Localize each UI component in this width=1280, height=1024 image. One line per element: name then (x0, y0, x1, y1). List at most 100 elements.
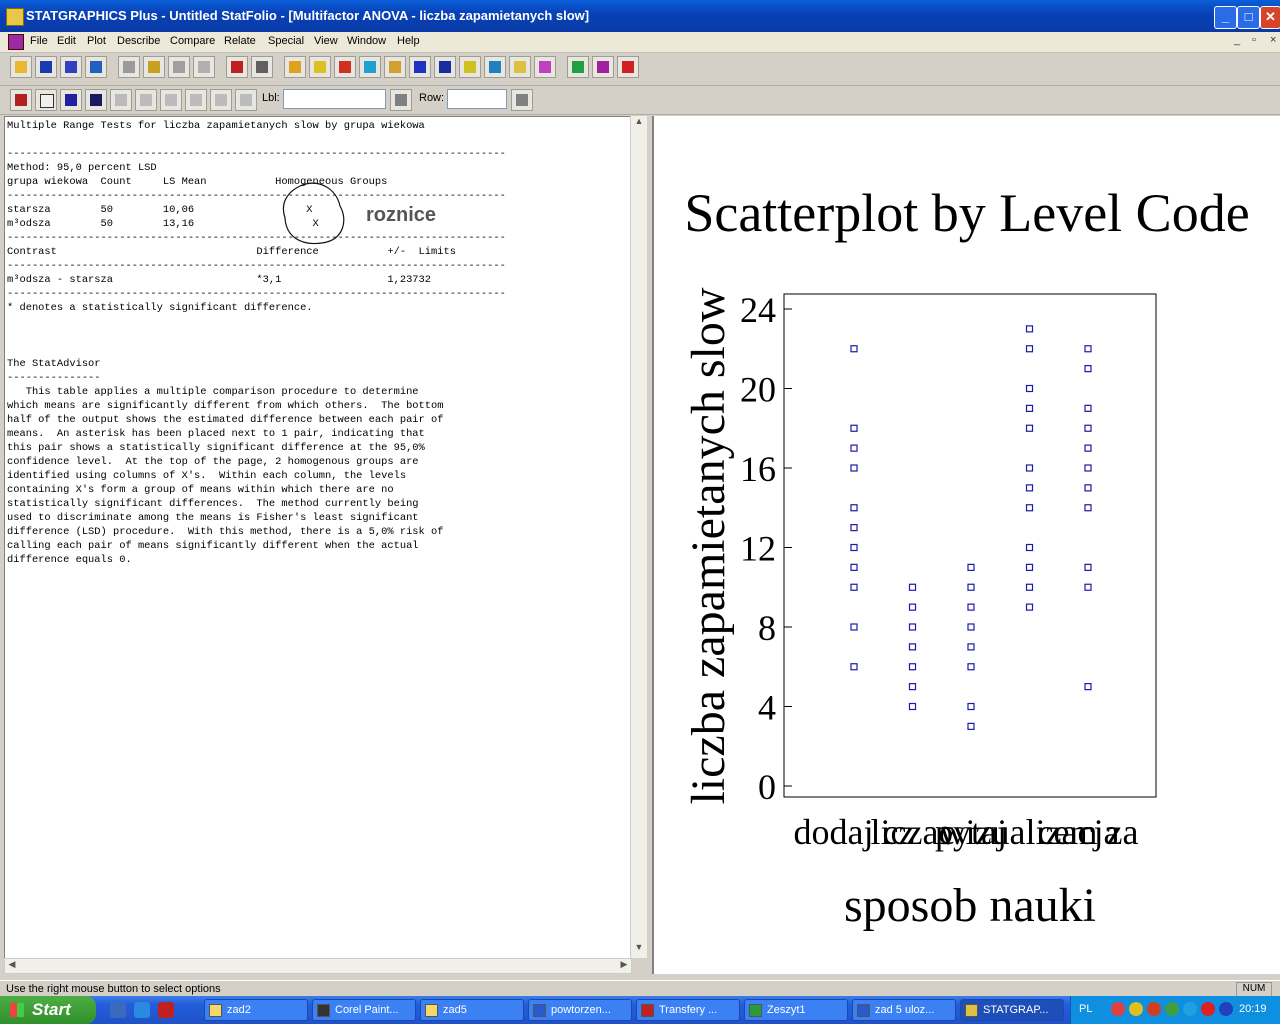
tool-f-icon[interactable] (235, 89, 257, 111)
menu-help[interactable]: Help (397, 35, 420, 47)
scatter-icon[interactable] (284, 56, 306, 78)
y-tick-label: 24 (740, 290, 776, 330)
network-icon[interactable] (1183, 1002, 1197, 1016)
menu-view[interactable]: View (314, 35, 338, 47)
task-button-0[interactable]: zad2 (204, 999, 308, 1021)
x-tick-label: dodaj cz (794, 812, 915, 852)
task-label: powtorzen... (551, 1004, 611, 1016)
data-point (967, 623, 975, 631)
graph-pane[interactable]: Scatterplot by Level Code liczba zapamie… (652, 116, 1280, 974)
globe-icon[interactable] (484, 56, 506, 78)
text-pane-icon[interactable] (35, 89, 57, 111)
undo-icon[interactable] (193, 56, 215, 78)
line-chart-icon[interactable] (459, 56, 481, 78)
task-button-4[interactable]: Transfery ... (636, 999, 740, 1021)
analysis-icon[interactable] (10, 89, 32, 111)
scroll-up-icon[interactable]: ▲ (634, 116, 644, 126)
data-point (1025, 345, 1034, 353)
row-label: Row: (419, 92, 445, 104)
data-point (850, 663, 858, 671)
menu-window[interactable]: Window (347, 35, 387, 47)
desktop-quicklaunch-icon[interactable] (110, 1002, 126, 1018)
tray-icon-1[interactable] (1111, 1002, 1125, 1016)
data-point (850, 464, 858, 472)
help-icon[interactable] (617, 56, 639, 78)
horizontal-scrollbar[interactable]: ◀ ▶ (4, 958, 632, 974)
matrix-icon[interactable] (384, 56, 406, 78)
scroll-left-icon[interactable]: ◀ (8, 959, 16, 969)
tool-a-icon[interactable] (110, 89, 132, 111)
normal-icon[interactable] (434, 56, 456, 78)
save-data-icon[interactable] (85, 56, 107, 78)
menu-edit[interactable]: Edit (57, 35, 76, 47)
task-button-1[interactable]: Corel Paint... (312, 999, 416, 1021)
menu-plot[interactable]: Plot (87, 35, 106, 47)
text-output-pane[interactable]: Multiple Range Tests for liczba zapamiet… (4, 116, 632, 960)
close-button[interactable]: ✕ (1260, 6, 1280, 29)
start-button[interactable]: Start (0, 996, 96, 1024)
save-results-icon[interactable] (85, 89, 107, 111)
browser-quicklaunch-icon[interactable] (134, 1002, 150, 1018)
open-icon[interactable] (10, 56, 32, 78)
graph-pane-icon[interactable] (60, 89, 82, 111)
maximize-button[interactable]: □ (1237, 6, 1260, 29)
menu-describe[interactable]: Describe (117, 35, 161, 47)
tool-d-icon[interactable] (185, 89, 207, 111)
scroll-down-icon[interactable]: ▼ (634, 942, 644, 952)
volume-icon[interactable] (1219, 1002, 1233, 1016)
save-icon[interactable] (35, 56, 57, 78)
vertical-scrollbar[interactable]: ▲ ▼ (630, 116, 647, 958)
menu-file[interactable]: File (30, 35, 48, 47)
row-input[interactable] (447, 89, 507, 109)
scroll-right-icon[interactable]: ▶ (620, 959, 628, 969)
advisor-icon[interactable] (567, 56, 589, 78)
wave-icon[interactable] (409, 56, 431, 78)
bar-chart-icon[interactable] (334, 56, 356, 78)
box-icon[interactable] (309, 56, 331, 78)
doc-close-button[interactable]: × (1270, 34, 1277, 46)
tool-b-icon[interactable] (135, 89, 157, 111)
taskbar: Start zad2 Corel Paint... zad5 powtorzen… (0, 996, 1280, 1024)
y-tick-label: 0 (758, 767, 776, 807)
minimize-button[interactable]: _ (1214, 6, 1237, 29)
task-button-7[interactable]: STATGRAP... (960, 999, 1064, 1021)
cut-icon[interactable] (118, 56, 140, 78)
task-button-2[interactable]: zad5 (420, 999, 524, 1021)
menu-relate[interactable]: Relate (224, 35, 256, 47)
task-button-3[interactable]: powtorzen... (528, 999, 632, 1021)
language-indicator[interactable]: PL (1079, 1003, 1093, 1015)
task-button-6[interactable]: zad 5 uloz... (852, 999, 956, 1021)
copy-icon[interactable] (143, 56, 165, 78)
print-icon[interactable] (226, 56, 248, 78)
document-icon[interactable] (8, 34, 24, 50)
find-row-icon[interactable] (511, 89, 533, 111)
doc-minimize-button[interactable]: _ (1234, 34, 1241, 46)
app-icon[interactable] (6, 8, 24, 26)
tray-icon-3[interactable] (1147, 1002, 1161, 1016)
x-tick-label: wizualizacja (940, 812, 1120, 852)
datasheet-icon[interactable] (60, 56, 82, 78)
folder-icon (425, 1004, 438, 1017)
print-preview-icon[interactable] (251, 56, 273, 78)
secondary-toolbar: Lbl: Row: (0, 86, 1280, 115)
data-point (850, 524, 858, 532)
binoculars-icon[interactable] (390, 89, 412, 111)
data-point (850, 504, 858, 512)
opera-quicklaunch-icon[interactable] (158, 1002, 174, 1018)
control-chart-icon[interactable] (509, 56, 531, 78)
safely-remove-icon[interactable] (1201, 1002, 1215, 1016)
glm-icon[interactable] (534, 56, 556, 78)
paste-icon[interactable] (168, 56, 190, 78)
doc-restore-button[interactable]: ▫ (1252, 34, 1256, 46)
wizard-icon[interactable] (592, 56, 614, 78)
cross-icon[interactable] (359, 56, 381, 78)
tray-icon-4[interactable] (1165, 1002, 1179, 1016)
tool-c-icon[interactable] (160, 89, 182, 111)
lbl-input[interactable] (283, 89, 386, 109)
data-point (1025, 563, 1034, 571)
shield-icon[interactable] (1129, 1002, 1143, 1016)
tool-e-icon[interactable] (210, 89, 232, 111)
task-button-5[interactable]: Zeszyt1 (744, 999, 848, 1021)
menu-special[interactable]: Special (268, 35, 305, 47)
menu-compare[interactable]: Compare (170, 35, 216, 47)
